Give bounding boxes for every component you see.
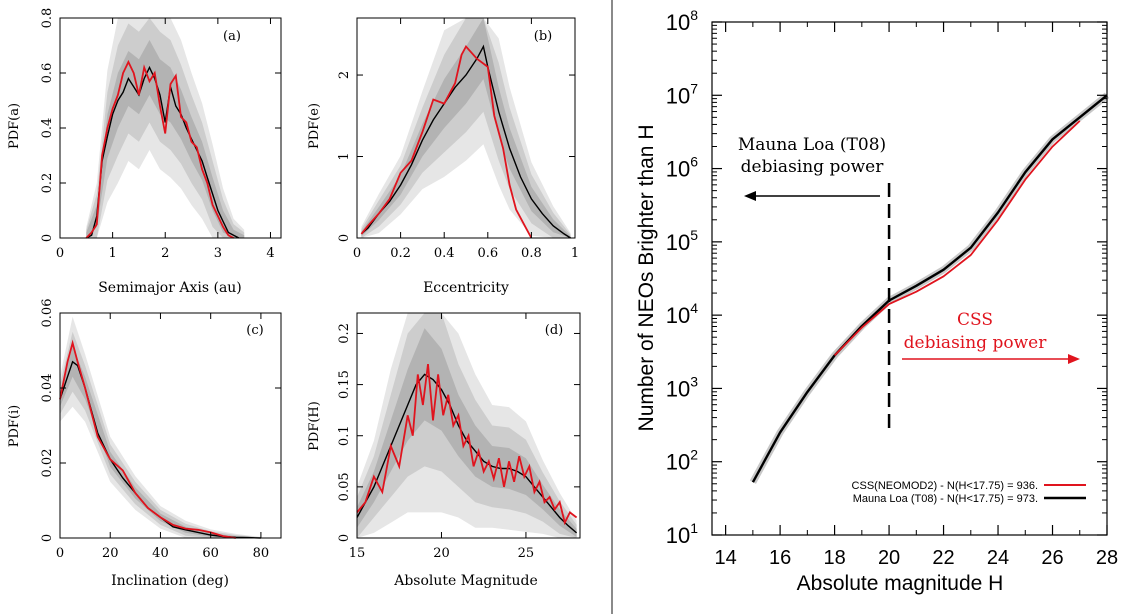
cumulative-neo-chart: 14 16 18 20 22 24 26 28 101 102 103 104 105 106 107 108	[666, 7, 1118, 569]
annotation-css-1: CSS	[957, 310, 993, 330]
x-tick-label: 28	[1096, 547, 1118, 569]
x-tick-label: 20	[878, 547, 900, 569]
y-tick-label: 101	[666, 520, 698, 548]
ylabel-c: PDF(i)	[7, 405, 22, 448]
ylabel-main: Number of NEOs Brighter than H	[635, 125, 658, 432]
panel-label-d: (d)	[545, 323, 563, 338]
y-tick-label: 0.1	[337, 425, 352, 446]
y-tick-label: 0	[40, 534, 55, 542]
x-tick-label: 0.8	[521, 246, 542, 261]
subplot-b: 0 0.2 0.4 0.6 0.8 1 0 1 2	[337, 17, 579, 261]
x-tick-label: 18	[823, 547, 845, 569]
x-tick-label: 40	[152, 546, 169, 561]
x-tick-label: 20	[433, 546, 450, 561]
uncertainty-band-1	[60, 316, 261, 538]
uncertainty-band-3	[86, 40, 245, 238]
css-arrowhead	[1068, 354, 1080, 364]
subplot-c: 0 20 40 60 80 0 0.02 0.04 0.06	[40, 299, 282, 561]
series-line-red	[356, 363, 578, 526]
uncertainty-band-3	[60, 346, 261, 538]
y-tick-label: 0.15	[337, 370, 352, 399]
y-tick-label: 0	[337, 234, 352, 242]
series-line-black	[360, 44, 571, 239]
xlabel-b: Eccentricity	[423, 280, 509, 296]
mauna-loa-arrowhead	[744, 191, 756, 201]
x-tick-label: 15	[349, 546, 366, 561]
y-tick-label: 104	[666, 300, 698, 328]
x-tick-label: 2	[161, 246, 169, 261]
legend-label-mauna-loa: Mauna Loa (T08) - N(H<17.75) = 973.	[853, 493, 1038, 505]
x-tick-label: 25	[518, 546, 535, 561]
y-tick-label: 106	[666, 154, 698, 182]
xlabel-c: Inclination (deg)	[111, 573, 229, 589]
y-tick-label: 0.6	[40, 63, 55, 84]
y-tick-label: 2	[337, 71, 352, 79]
y-tick-label: 0.2	[40, 173, 55, 194]
x-tick-label: 0.2	[390, 246, 411, 261]
ylabel-d: PDF(H)	[307, 401, 322, 451]
annotation-mauna-loa-2: debiasing power	[741, 157, 885, 177]
x-tick-label: 0.6	[477, 246, 498, 261]
series-line-red	[85, 59, 235, 239]
x-tick-label: 22	[932, 547, 954, 569]
annotation-css-2: debiasing power	[904, 333, 1048, 353]
x-tick-label: 20	[102, 546, 119, 561]
y-tick-label: 1	[337, 152, 352, 160]
x-tick-label: 0	[56, 546, 64, 561]
x-tick-label: 16	[769, 547, 791, 569]
x-tick-label: 60	[202, 546, 219, 561]
series-line-red	[833, 120, 1081, 357]
x-tick-label: 3	[214, 246, 222, 261]
y-tick-label: 105	[666, 227, 698, 255]
xlabel-main: Absolute magnitude H	[797, 572, 1004, 595]
y-tick-label: 0.4	[40, 118, 55, 139]
y-tick-label: 103	[666, 373, 698, 401]
y-tick-label: 0.06	[40, 299, 55, 328]
ylabel-b: PDF(e)	[307, 103, 322, 149]
x-tick-label: 0.4	[434, 246, 455, 261]
y-tick-label: 0.2	[337, 323, 352, 344]
panel-label-a: (a)	[223, 29, 241, 44]
xlabel-d: Absolute Magnitude	[393, 573, 538, 589]
annotation-mauna-loa-1: Mauna Loa (T08)	[738, 135, 886, 155]
series-line-red	[59, 339, 236, 539]
panel-label-b: (b)	[534, 29, 552, 44]
x-tick-label: 1	[108, 246, 116, 261]
ylabel-a: PDF(a)	[7, 103, 22, 149]
y-tick-label: 0	[40, 234, 55, 242]
x-tick-label: 4	[266, 246, 274, 261]
uncertainty-band-3	[357, 328, 577, 537]
panel-label-c: (c)	[246, 323, 263, 338]
plot-frame	[59, 312, 282, 539]
plot-frame	[356, 312, 581, 539]
y-tick-label: 0.05	[337, 472, 352, 501]
uncertainty-band-3	[361, 18, 571, 238]
series-line-black	[751, 94, 1108, 483]
y-tick-label: 102	[666, 447, 698, 475]
legend-label-css: CSS(NEOMOD2) - N(H<17.75) = 936.	[852, 480, 1038, 492]
subplot-a: 0 1 2 3 4 0 0.2 0.4 0.6 0.8	[40, 8, 282, 261]
y-tick-label: 0.02	[40, 449, 55, 478]
x-tick-label: 0	[353, 246, 361, 261]
series-line-black	[85, 65, 240, 239]
y-tick-label: 0.04	[40, 374, 55, 403]
subplot-d: 15 20 25 0 0.05 0.1 0.15 0.2	[337, 312, 581, 561]
plot-frame	[711, 21, 1108, 536]
y-tick-label: 0	[337, 534, 352, 542]
x-tick-label: 14	[714, 547, 736, 569]
x-tick-label: 80	[253, 546, 270, 561]
series-line-red	[360, 44, 533, 239]
x-tick-label: 26	[1041, 547, 1063, 569]
xlabel-a: Semimajor Axis (au)	[98, 280, 242, 296]
x-tick-label: 24	[987, 547, 1009, 569]
plot-frame	[356, 17, 576, 239]
y-tick-label: 107	[666, 80, 698, 108]
y-tick-label: 0.8	[40, 8, 55, 29]
x-tick-label: 0	[56, 246, 64, 261]
y-tick-label: 108	[666, 7, 698, 35]
x-tick-label: 1	[571, 246, 579, 261]
